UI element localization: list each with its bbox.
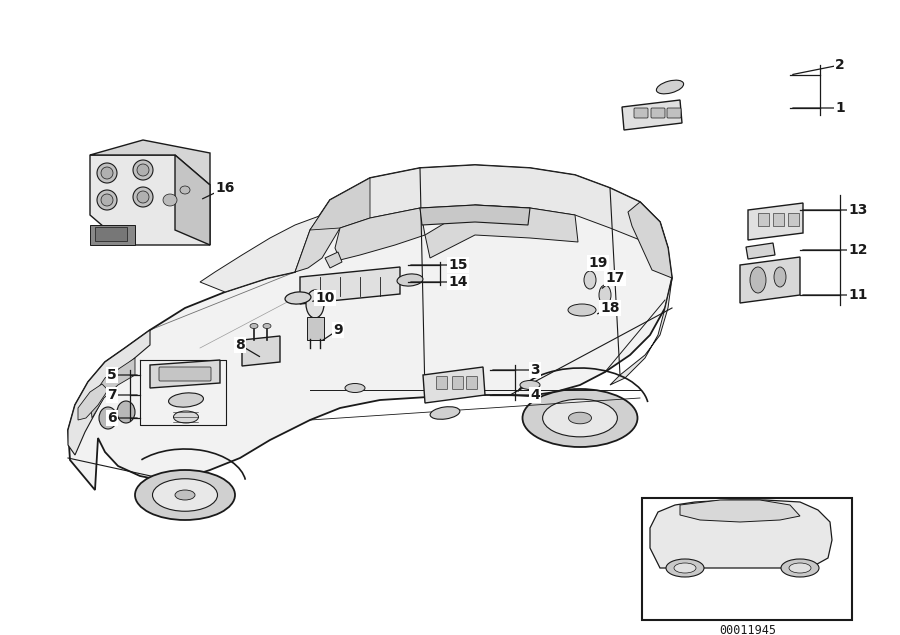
Ellipse shape (163, 194, 177, 206)
FancyBboxPatch shape (159, 367, 211, 381)
Text: 3: 3 (530, 363, 540, 377)
Ellipse shape (674, 563, 696, 573)
Ellipse shape (133, 160, 153, 180)
Text: 00011945: 00011945 (719, 624, 777, 635)
Polygon shape (746, 243, 775, 259)
Ellipse shape (666, 559, 704, 577)
Polygon shape (68, 165, 672, 490)
Ellipse shape (397, 274, 423, 286)
Ellipse shape (285, 292, 311, 304)
Ellipse shape (584, 271, 596, 289)
Polygon shape (242, 336, 280, 366)
Polygon shape (628, 202, 672, 278)
Ellipse shape (135, 470, 235, 520)
Polygon shape (200, 215, 322, 292)
Polygon shape (310, 178, 370, 230)
Ellipse shape (599, 285, 611, 305)
Ellipse shape (263, 323, 271, 328)
Text: 2: 2 (835, 58, 845, 72)
Ellipse shape (137, 191, 149, 203)
Ellipse shape (152, 479, 218, 511)
Polygon shape (680, 500, 800, 522)
Ellipse shape (569, 412, 591, 424)
Ellipse shape (101, 194, 113, 206)
Text: 17: 17 (606, 271, 625, 285)
Ellipse shape (781, 559, 819, 577)
Ellipse shape (543, 399, 617, 437)
Text: 16: 16 (215, 181, 235, 195)
Polygon shape (423, 367, 485, 403)
Ellipse shape (345, 384, 365, 392)
Text: 18: 18 (600, 301, 620, 315)
FancyBboxPatch shape (466, 377, 478, 389)
FancyBboxPatch shape (95, 227, 127, 241)
FancyBboxPatch shape (307, 316, 323, 340)
Polygon shape (90, 358, 135, 418)
Text: 8: 8 (235, 338, 245, 352)
Polygon shape (295, 200, 340, 272)
FancyBboxPatch shape (453, 377, 464, 389)
Polygon shape (322, 165, 668, 248)
Ellipse shape (168, 393, 203, 407)
FancyBboxPatch shape (788, 213, 798, 225)
Text: 15: 15 (448, 258, 468, 272)
Ellipse shape (174, 411, 199, 423)
FancyBboxPatch shape (436, 377, 447, 389)
FancyBboxPatch shape (772, 213, 784, 225)
Ellipse shape (656, 80, 684, 94)
Polygon shape (650, 500, 832, 568)
Ellipse shape (774, 267, 786, 287)
Text: 11: 11 (848, 288, 868, 302)
FancyBboxPatch shape (758, 213, 769, 225)
Text: 5: 5 (107, 368, 117, 382)
Polygon shape (68, 330, 150, 455)
Polygon shape (420, 205, 530, 225)
Ellipse shape (523, 389, 637, 447)
Ellipse shape (99, 407, 117, 429)
Polygon shape (610, 278, 672, 385)
Ellipse shape (101, 167, 113, 179)
Polygon shape (90, 155, 210, 245)
Text: 14: 14 (448, 275, 468, 289)
Polygon shape (78, 384, 108, 420)
Ellipse shape (306, 290, 324, 318)
Text: 7: 7 (107, 388, 117, 402)
Polygon shape (425, 205, 578, 258)
Polygon shape (740, 257, 800, 303)
Ellipse shape (137, 164, 149, 176)
Ellipse shape (789, 563, 811, 573)
Polygon shape (90, 225, 135, 245)
FancyBboxPatch shape (651, 108, 665, 118)
Ellipse shape (97, 190, 117, 210)
Text: 6: 6 (107, 411, 117, 425)
Text: 4: 4 (530, 388, 540, 402)
Text: 9: 9 (333, 323, 343, 337)
Ellipse shape (117, 401, 135, 423)
Ellipse shape (250, 323, 258, 328)
Ellipse shape (568, 304, 596, 316)
Polygon shape (325, 252, 342, 268)
Polygon shape (335, 208, 425, 260)
Ellipse shape (133, 187, 153, 207)
Ellipse shape (97, 163, 117, 183)
Polygon shape (90, 140, 210, 185)
Ellipse shape (430, 406, 460, 419)
Text: 1: 1 (835, 101, 845, 115)
Polygon shape (622, 100, 682, 130)
Ellipse shape (520, 380, 540, 389)
Text: 12: 12 (848, 243, 868, 257)
Polygon shape (300, 267, 400, 304)
Polygon shape (748, 203, 803, 240)
Text: 19: 19 (589, 256, 608, 270)
Ellipse shape (175, 490, 195, 500)
Ellipse shape (750, 267, 766, 293)
FancyBboxPatch shape (634, 108, 648, 118)
Polygon shape (175, 155, 210, 245)
Polygon shape (150, 360, 220, 388)
Text: 10: 10 (315, 291, 335, 305)
Text: 13: 13 (849, 203, 868, 217)
FancyBboxPatch shape (667, 108, 681, 118)
Ellipse shape (180, 186, 190, 194)
FancyBboxPatch shape (642, 498, 852, 620)
